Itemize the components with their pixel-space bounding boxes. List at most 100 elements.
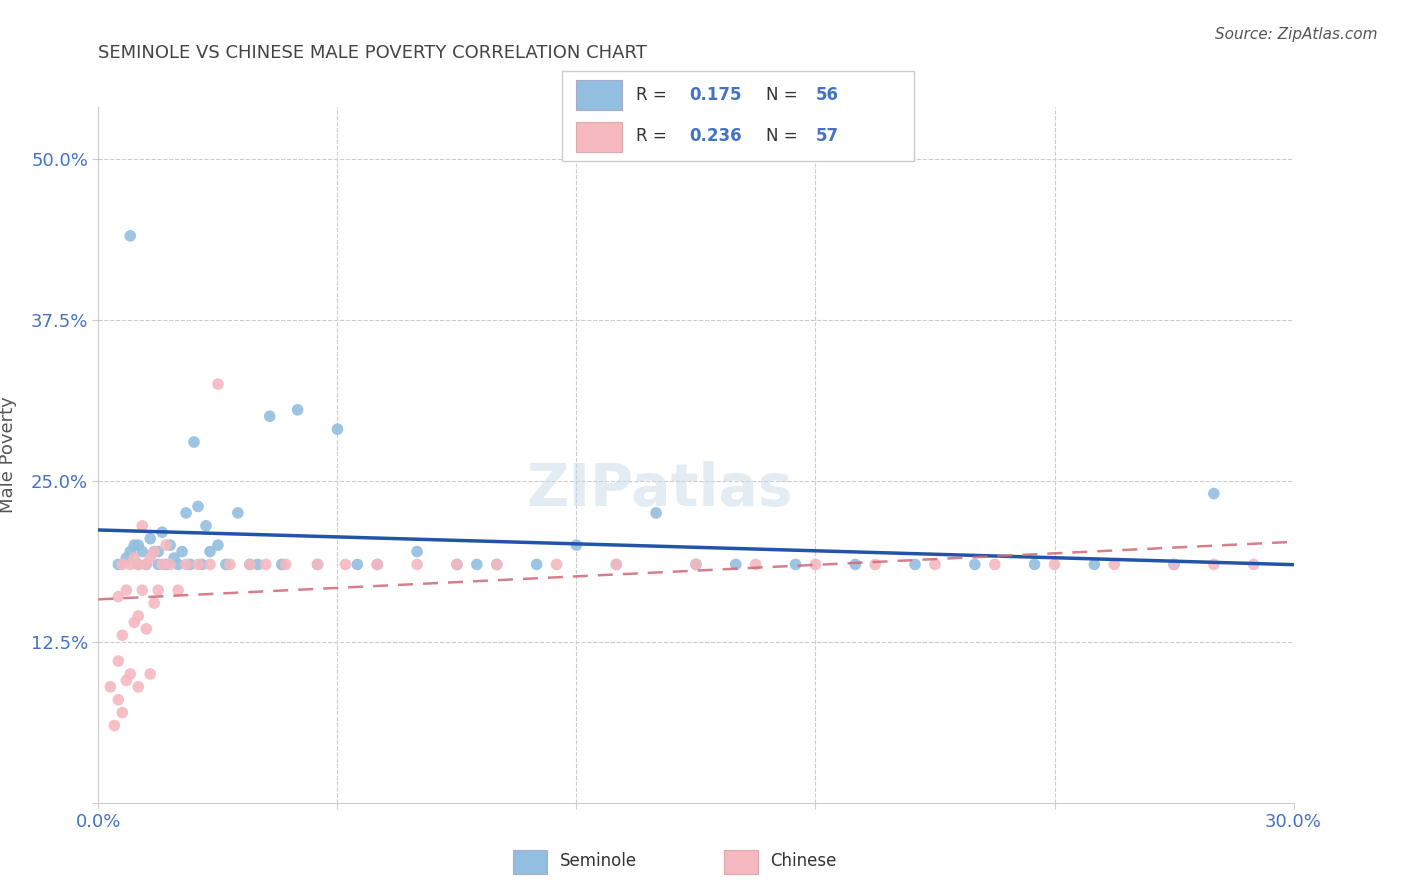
Point xyxy=(127,609,149,624)
Point xyxy=(143,544,166,558)
Point xyxy=(246,558,269,572)
Point xyxy=(904,558,927,572)
Point xyxy=(183,435,205,450)
Point xyxy=(187,500,209,514)
Text: 0.236: 0.236 xyxy=(689,128,741,145)
Point xyxy=(307,558,329,572)
Point xyxy=(155,558,177,572)
Point xyxy=(155,538,177,552)
Point xyxy=(115,551,138,566)
Point xyxy=(159,558,181,572)
Text: 0.175: 0.175 xyxy=(689,86,741,103)
Point xyxy=(1163,558,1185,572)
Point xyxy=(335,558,357,572)
Point xyxy=(103,718,125,732)
Point xyxy=(804,558,827,572)
Text: 57: 57 xyxy=(815,128,838,145)
Text: R =: R = xyxy=(636,86,672,103)
Point xyxy=(239,558,262,572)
Point xyxy=(207,377,229,392)
Point xyxy=(191,558,214,572)
Point xyxy=(274,558,297,572)
Point xyxy=(724,558,747,572)
Point xyxy=(844,558,866,572)
Point xyxy=(1163,558,1185,572)
Point xyxy=(179,558,201,572)
Point xyxy=(195,518,218,533)
Text: Source: ZipAtlas.com: Source: ZipAtlas.com xyxy=(1215,27,1378,42)
Point xyxy=(685,558,707,572)
Point xyxy=(139,667,162,681)
Point xyxy=(148,558,170,572)
Point xyxy=(167,558,190,572)
Point xyxy=(446,558,468,572)
Point xyxy=(167,583,190,598)
Point xyxy=(924,558,946,572)
Point xyxy=(124,538,146,552)
Point xyxy=(127,558,149,572)
Point xyxy=(120,667,142,681)
Point xyxy=(485,558,508,572)
Point xyxy=(745,558,768,572)
Point xyxy=(174,558,197,572)
Point xyxy=(207,538,229,552)
Point xyxy=(446,558,468,572)
Text: R =: R = xyxy=(636,128,672,145)
Point xyxy=(148,583,170,598)
Point xyxy=(785,558,807,572)
Point xyxy=(605,558,627,572)
Point xyxy=(270,558,292,572)
Point xyxy=(143,544,166,558)
Point xyxy=(685,558,707,572)
Point xyxy=(187,558,209,572)
Point xyxy=(1043,558,1066,572)
Y-axis label: Male Poverty: Male Poverty xyxy=(0,397,17,513)
Point xyxy=(120,544,142,558)
Point xyxy=(107,590,129,604)
Point xyxy=(1202,486,1225,500)
Point xyxy=(163,551,186,566)
Point xyxy=(1104,558,1126,572)
Point xyxy=(148,544,170,558)
Point xyxy=(115,583,138,598)
Point xyxy=(198,544,221,558)
Point xyxy=(565,538,588,552)
Text: Chinese: Chinese xyxy=(770,852,837,870)
FancyBboxPatch shape xyxy=(576,122,621,152)
Point xyxy=(254,558,277,572)
Point xyxy=(406,544,429,558)
Text: 56: 56 xyxy=(815,86,838,103)
Point xyxy=(135,558,157,572)
Point xyxy=(963,558,986,572)
Point xyxy=(174,506,197,520)
Point xyxy=(159,538,181,552)
Point xyxy=(107,692,129,706)
Point xyxy=(366,558,388,572)
Point xyxy=(131,544,153,558)
Text: N =: N = xyxy=(766,86,803,103)
Point xyxy=(526,558,548,572)
Point xyxy=(150,558,173,572)
FancyBboxPatch shape xyxy=(724,849,758,874)
Point xyxy=(107,654,129,668)
Point xyxy=(546,558,568,572)
Point xyxy=(239,558,262,572)
Point xyxy=(346,558,368,572)
Point xyxy=(366,558,388,572)
Point xyxy=(1202,558,1225,572)
Point xyxy=(645,506,668,520)
Point xyxy=(259,409,281,424)
Point xyxy=(111,706,134,720)
Point xyxy=(115,673,138,688)
Point xyxy=(120,228,142,243)
Point xyxy=(326,422,349,436)
Text: Seminole: Seminole xyxy=(560,852,637,870)
Point xyxy=(143,596,166,610)
Text: SEMINOLE VS CHINESE MALE POVERTY CORRELATION CHART: SEMINOLE VS CHINESE MALE POVERTY CORRELA… xyxy=(98,45,647,62)
Point xyxy=(485,558,508,572)
Point xyxy=(150,525,173,540)
Point xyxy=(107,558,129,572)
Point xyxy=(605,558,627,572)
Point xyxy=(124,615,146,630)
Point xyxy=(465,558,488,572)
